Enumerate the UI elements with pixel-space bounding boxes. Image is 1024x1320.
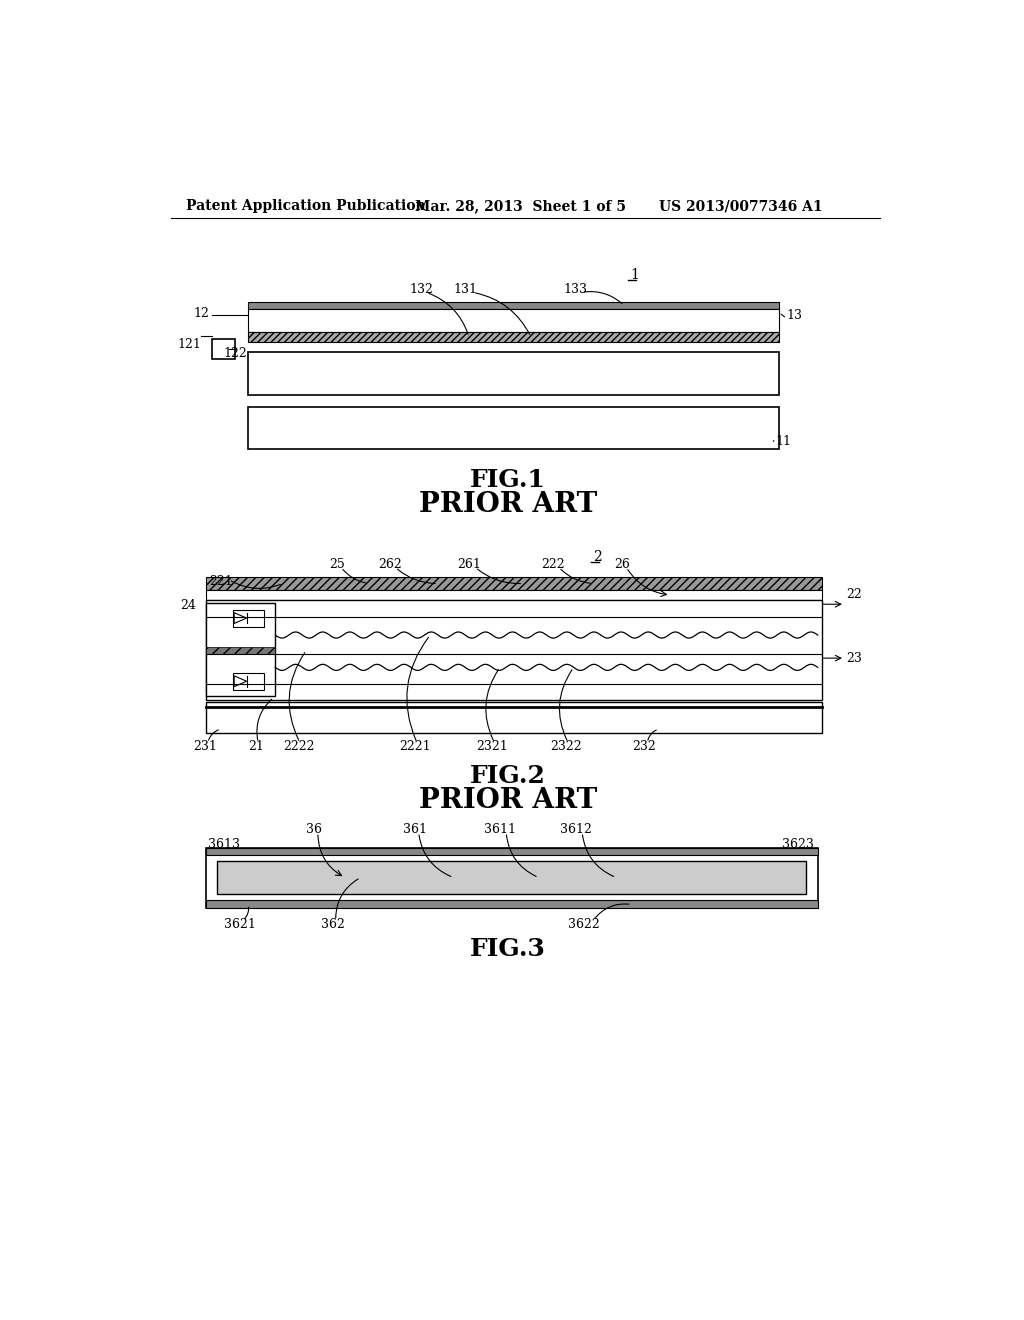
Bar: [206, 900, 818, 908]
Bar: [232, 610, 263, 627]
Text: 2221: 2221: [399, 741, 430, 754]
Bar: [232, 673, 263, 689]
Text: FIG.1: FIG.1: [470, 469, 546, 492]
Text: 3611: 3611: [484, 822, 516, 836]
Text: PRIOR ART: PRIOR ART: [419, 491, 597, 519]
Text: 1: 1: [630, 268, 639, 282]
Text: 262: 262: [378, 557, 401, 570]
Text: 3613: 3613: [208, 838, 240, 851]
Bar: [212, 339, 234, 359]
Bar: [248, 333, 779, 342]
Text: 22: 22: [847, 589, 862, 602]
Text: 221: 221: [209, 574, 233, 587]
Text: 121: 121: [177, 338, 201, 351]
Text: 231: 231: [194, 741, 217, 754]
Text: 3621: 3621: [224, 917, 256, 931]
Bar: [206, 599, 821, 700]
Bar: [206, 590, 821, 599]
Polygon shape: [234, 676, 247, 686]
Text: 24: 24: [180, 599, 197, 612]
Bar: [248, 309, 779, 333]
Bar: [206, 603, 275, 696]
Text: 232: 232: [632, 741, 656, 754]
Text: 3622: 3622: [568, 917, 600, 931]
Bar: [248, 407, 779, 449]
Text: 11: 11: [775, 436, 792, 449]
Text: FIG.2: FIG.2: [470, 764, 546, 788]
Text: FIG.3: FIG.3: [470, 937, 546, 961]
Text: Patent Application Publication: Patent Application Publication: [186, 199, 426, 213]
Text: 132: 132: [409, 282, 433, 296]
Text: 261: 261: [457, 557, 481, 570]
Bar: [248, 352, 779, 395]
Text: Mar. 28, 2013  Sheet 1 of 5: Mar. 28, 2013 Sheet 1 of 5: [415, 199, 626, 213]
Text: 122: 122: [223, 347, 247, 360]
Bar: [206, 702, 821, 733]
Bar: [248, 302, 779, 309]
Text: 2321: 2321: [476, 741, 508, 754]
Text: 21: 21: [248, 741, 264, 754]
Text: 131: 131: [454, 282, 477, 296]
Bar: [206, 577, 821, 590]
Text: 222: 222: [541, 557, 564, 570]
Text: 36: 36: [306, 822, 322, 836]
Text: 133: 133: [563, 282, 587, 296]
Polygon shape: [234, 612, 247, 623]
Bar: [206, 847, 818, 908]
Text: 2: 2: [593, 550, 602, 564]
Bar: [206, 647, 275, 653]
Text: 2322: 2322: [550, 741, 582, 754]
Bar: [217, 862, 806, 894]
Text: 12: 12: [194, 306, 209, 319]
Text: 26: 26: [614, 557, 631, 570]
Text: US 2013/0077346 A1: US 2013/0077346 A1: [658, 199, 822, 213]
Text: 3612: 3612: [560, 822, 592, 836]
Text: 362: 362: [322, 917, 345, 931]
Text: 13: 13: [786, 309, 803, 322]
Text: PRIOR ART: PRIOR ART: [419, 787, 597, 814]
Bar: [206, 847, 818, 855]
Text: 23: 23: [847, 652, 862, 665]
Text: 361: 361: [402, 822, 427, 836]
Text: 2222: 2222: [283, 741, 314, 754]
Text: 3623: 3623: [782, 838, 814, 851]
Text: 25: 25: [330, 557, 345, 570]
